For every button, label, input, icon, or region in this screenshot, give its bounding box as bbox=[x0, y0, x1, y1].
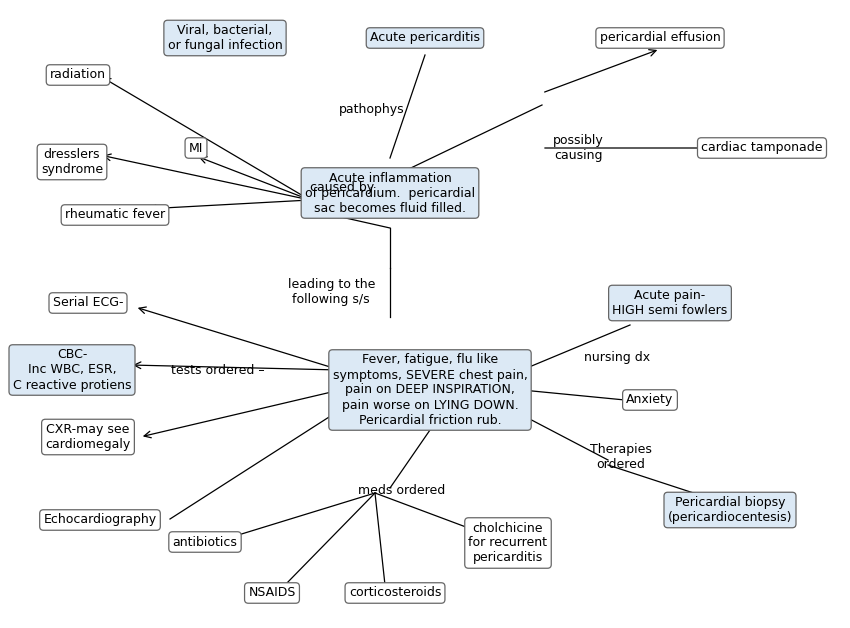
Text: Pericardial biopsy
(pericardiocentesis): Pericardial biopsy (pericardiocentesis) bbox=[668, 496, 792, 524]
Text: radiation: radiation bbox=[50, 68, 106, 82]
Text: Serial ECG-: Serial ECG- bbox=[53, 296, 123, 310]
Text: NSAIDS: NSAIDS bbox=[248, 587, 296, 600]
Text: meds ordered: meds ordered bbox=[358, 484, 445, 497]
Text: antibiotics: antibiotics bbox=[173, 536, 237, 548]
Text: Acute pericarditis: Acute pericarditis bbox=[370, 31, 480, 45]
Text: CBC-
Inc WBC, ESR,
C reactive protiens: CBC- Inc WBC, ESR, C reactive protiens bbox=[13, 349, 131, 391]
Text: Therapies
ordered: Therapies ordered bbox=[590, 443, 652, 471]
Text: pericardial effusion: pericardial effusion bbox=[599, 31, 720, 45]
Text: Fever, fatigue, flu like
symptoms, SEVERE chest pain,
pain on DEEP INSPIRATION,
: Fever, fatigue, flu like symptoms, SEVER… bbox=[332, 354, 528, 426]
Text: nursing dx: nursing dx bbox=[584, 350, 650, 364]
Text: caused by: caused by bbox=[310, 181, 374, 195]
Text: rheumatic fever: rheumatic fever bbox=[65, 208, 165, 222]
Text: cholchicine
for recurrent
pericarditis: cholchicine for recurrent pericarditis bbox=[468, 521, 547, 565]
Text: MI: MI bbox=[189, 141, 203, 154]
Text: dresslers
syndrome: dresslers syndrome bbox=[41, 148, 103, 176]
Text: Acute pain-
HIGH semi fowlers: Acute pain- HIGH semi fowlers bbox=[612, 289, 728, 317]
Text: pathophys: pathophys bbox=[339, 104, 405, 117]
Text: leading to the
following s/s: leading to the following s/s bbox=[287, 278, 375, 306]
Text: Viral, bacterial,
or fungal infection: Viral, bacterial, or fungal infection bbox=[167, 24, 282, 52]
Text: tests ordered –: tests ordered – bbox=[172, 364, 265, 377]
Text: Anxiety: Anxiety bbox=[626, 394, 673, 406]
Text: possibly
causing: possibly causing bbox=[553, 134, 604, 162]
Text: Acute inflammation
of pericardium.  pericardial
sac becomes fluid filled.: Acute inflammation of pericardium. peric… bbox=[305, 171, 475, 215]
Text: corticosteroids: corticosteroids bbox=[348, 587, 441, 600]
Text: Echocardiography: Echocardiography bbox=[43, 514, 156, 526]
Text: cardiac tamponade: cardiac tamponade bbox=[701, 141, 823, 154]
Text: CXR-may see
cardiomegaly: CXR-may see cardiomegaly bbox=[45, 423, 131, 451]
